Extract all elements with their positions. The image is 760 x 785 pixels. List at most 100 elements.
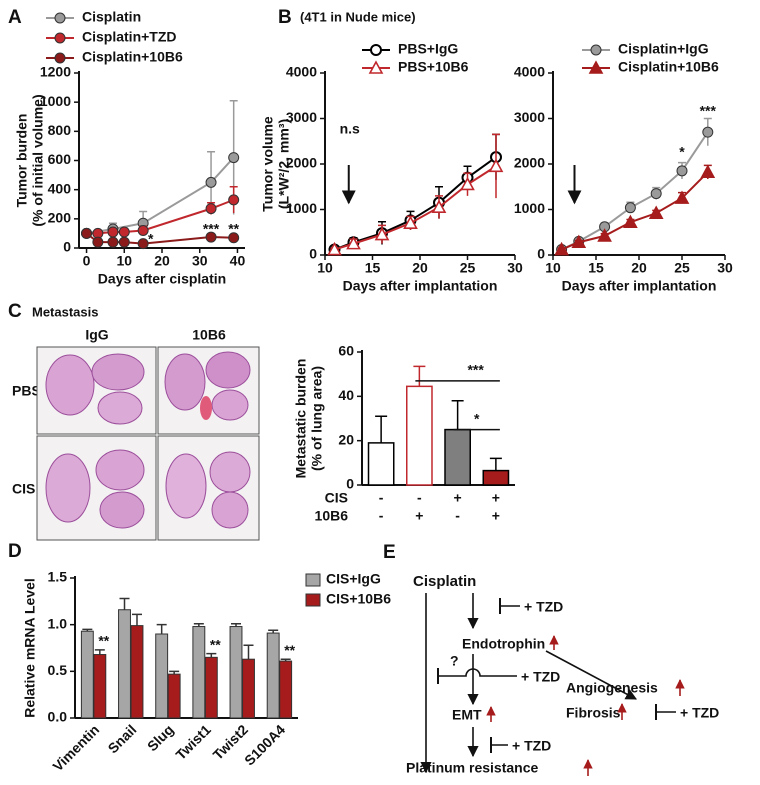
bar: [167, 673, 181, 719]
y-axis-label: Metastatic burden: [293, 359, 309, 479]
node: EMT: [452, 707, 482, 723]
y-tick-label: 2000: [514, 155, 545, 171]
annotation: ***: [700, 102, 717, 118]
marker: [624, 202, 636, 214]
marker: [107, 236, 119, 248]
x-tick-label: 0: [83, 253, 91, 269]
bar: [266, 632, 280, 719]
marker: [702, 126, 714, 138]
sign: -: [417, 490, 422, 506]
annotation: *: [148, 231, 154, 247]
y-axis-label: (% of initial volume): [30, 94, 46, 226]
y-tick-label: 1200: [40, 64, 71, 80]
bar: [130, 625, 144, 719]
x-tick-label: Slug: [144, 721, 177, 754]
x-tick-label: Snail: [105, 721, 140, 756]
tissue-image: [36, 346, 157, 435]
legend-label: PBS+10B6: [398, 59, 469, 75]
lung-lobe: [99, 491, 145, 529]
node: Cisplatin: [413, 573, 476, 590]
marker: [228, 232, 240, 244]
marker: [374, 226, 390, 241]
node: Angiogenesis: [566, 680, 658, 696]
y-tick-label: 600: [48, 151, 72, 167]
lung-lobe: [205, 351, 251, 389]
panel-label: A: [8, 7, 22, 28]
x-tick-label: S100A4: [241, 721, 288, 768]
sign: +: [454, 490, 462, 506]
column-label: IgG: [85, 327, 108, 343]
marker: [623, 214, 638, 229]
lung-lobe: [200, 396, 212, 420]
error-bar: [451, 400, 464, 430]
lung-lobe: [211, 491, 249, 529]
marker: [650, 188, 662, 200]
section-title: Metastasis: [32, 304, 98, 319]
x-tick-label: 10: [545, 260, 561, 276]
marker: [205, 176, 217, 188]
series-line: [561, 131, 709, 251]
bar: [204, 656, 218, 719]
marker: [81, 227, 93, 239]
legend-marker: [370, 44, 382, 56]
column-label: 10B6: [192, 327, 226, 343]
bar: [367, 442, 395, 486]
marker: [676, 165, 688, 177]
legend-marker: [368, 60, 384, 74]
x-tick-label: 15: [365, 260, 381, 276]
inhibitor: + TZD: [680, 705, 719, 721]
bar: [93, 654, 107, 719]
y-axis-label: Relative mRNA Level: [22, 578, 38, 718]
x-tick-label: 20: [631, 260, 647, 276]
annotation: *: [679, 143, 685, 159]
sign: +: [492, 508, 500, 524]
y-tick-label: 4000: [286, 64, 317, 80]
legend-label: Cisplatin+TZD: [82, 29, 177, 45]
y-tick-label: 4000: [514, 64, 545, 80]
marker: [403, 215, 418, 229]
x-tick-label: 25: [460, 260, 476, 276]
lung-lobe: [91, 353, 145, 391]
sign: +: [492, 490, 500, 506]
bracket-label: ***: [467, 362, 484, 378]
marker: [228, 194, 240, 206]
error-bar: [489, 457, 502, 471]
legend-marker: [54, 32, 66, 44]
legend-label: Cisplatin: [82, 9, 141, 25]
row-label: CIS: [12, 481, 35, 497]
series-line: [334, 156, 497, 251]
panel-label: E: [383, 542, 396, 563]
node: Platinum resistance: [406, 760, 538, 776]
x-tick-label: 30: [507, 260, 523, 276]
x-tick-label: 25: [674, 260, 690, 276]
bar: [444, 428, 471, 486]
legend-label: PBS+IgG: [398, 41, 458, 57]
tissue-image: [157, 346, 260, 435]
legend-label: Cisplatin+10B6: [618, 59, 719, 75]
tissue-image: [157, 435, 260, 541]
inhibitor: + TZD: [524, 599, 563, 615]
error-bar: [375, 415, 388, 443]
y-tick-label: 1000: [40, 93, 71, 109]
row-label: PBS: [12, 383, 41, 399]
marker: [700, 164, 716, 178]
lung-lobe: [165, 453, 207, 519]
x-axis-label: Days after implantation: [562, 278, 717, 294]
marker: [228, 152, 240, 164]
bracket-label: *: [474, 410, 480, 426]
question: ?: [450, 653, 459, 669]
x-tick-label: 40: [230, 253, 246, 269]
legend-marker: [588, 60, 604, 74]
bar: [118, 609, 131, 719]
y-tick-label: 1.0: [48, 615, 68, 631]
y-tick-label: 1.5: [48, 569, 68, 585]
y-tick-label: 400: [48, 180, 72, 196]
legend-marker: [54, 52, 66, 64]
annotation: **: [98, 633, 109, 649]
bar: [192, 626, 206, 719]
row-label: CIS: [325, 490, 348, 506]
marker: [346, 235, 361, 250]
marker: [597, 228, 612, 242]
